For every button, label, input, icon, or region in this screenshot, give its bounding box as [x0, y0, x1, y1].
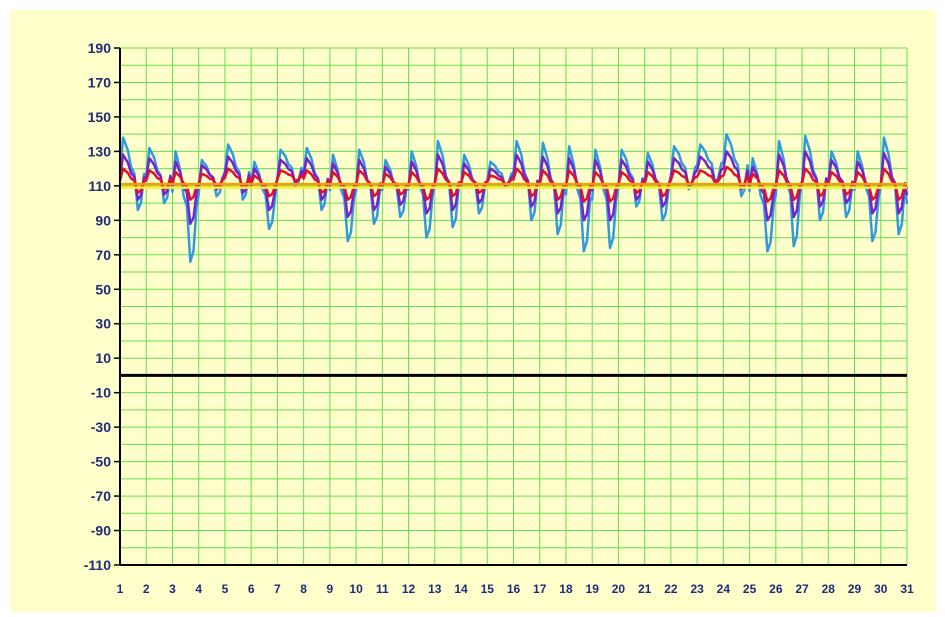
chart-background [10, 10, 936, 612]
y-tick-labels: 190 170 150 130 110 90 70 50 30 10 -10 -30 -50 -70 -90… [84, 40, 111, 573]
y-tick-label: 50 [95, 281, 111, 297]
y-tick-label: -70 [91, 488, 111, 504]
x-tick-label: 15 [481, 582, 495, 596]
x-tick-label: 14 [454, 582, 468, 596]
y-tick-label: 190 [88, 40, 112, 56]
x-tick-label: 11 [376, 582, 389, 596]
x-tick-label: 2 [143, 582, 150, 596]
x-tick-label: 4 [195, 582, 202, 596]
y-tick-label: 90 [95, 212, 111, 228]
x-tick-label: 23 [690, 582, 704, 596]
y-tick-label: -90 [91, 523, 111, 539]
x-tick-label: 20 [612, 582, 626, 596]
y-tick-label: 150 [88, 109, 112, 125]
x-tick-label: 9 [327, 582, 334, 596]
y-tick-label: -110 [84, 557, 111, 573]
x-tick-label: 7 [274, 582, 281, 596]
x-tick-label: 29 [848, 582, 862, 596]
x-tick-label: 18 [559, 582, 573, 596]
x-tick-label: 10 [349, 582, 363, 596]
y-tick-label: 30 [95, 316, 111, 332]
x-tick-label: 8 [300, 582, 307, 596]
y-tick-label: 130 [88, 143, 112, 159]
x-tick-label: 6 [248, 582, 255, 596]
x-tick-label: 5 [222, 582, 229, 596]
x-tick-label: 25 [743, 582, 757, 596]
axes [114, 47, 907, 566]
x-tick-label: 17 [533, 582, 547, 596]
x-tick-label: 28 [822, 582, 836, 596]
y-tick-label: 10 [95, 350, 111, 366]
x-tick-label: 30 [874, 582, 888, 596]
x-tick-label: 1 [117, 582, 124, 596]
x-tick-labels: 1 2 3 4 5 6 7 8 9 10 11 12 13 14 15 16 17 18 19 20 21 22 23 24 2… [117, 582, 914, 596]
x-tick-label: 22 [664, 582, 678, 596]
x-tick-label: 31 [900, 582, 914, 596]
x-tick-label: 13 [428, 582, 442, 596]
y-tick-label: -50 [91, 454, 111, 470]
x-tick-label: 21 [638, 582, 652, 596]
y-tick-label: 170 [88, 74, 112, 90]
x-tick-label: 16 [507, 582, 521, 596]
y-tick-label: 70 [95, 247, 111, 263]
x-tick-label: 19 [586, 582, 600, 596]
y-tick-label: -30 [91, 419, 111, 435]
y-tick-label: -10 [91, 385, 111, 401]
x-tick-label: 12 [402, 582, 416, 596]
x-tick-label: 3 [169, 582, 176, 596]
y-tick-label: 110 [88, 178, 111, 194]
x-tick-label: 27 [795, 582, 809, 596]
x-tick-label: 26 [769, 582, 783, 596]
x-tick-label: 24 [717, 582, 731, 596]
series-lines [118, 132, 909, 263]
